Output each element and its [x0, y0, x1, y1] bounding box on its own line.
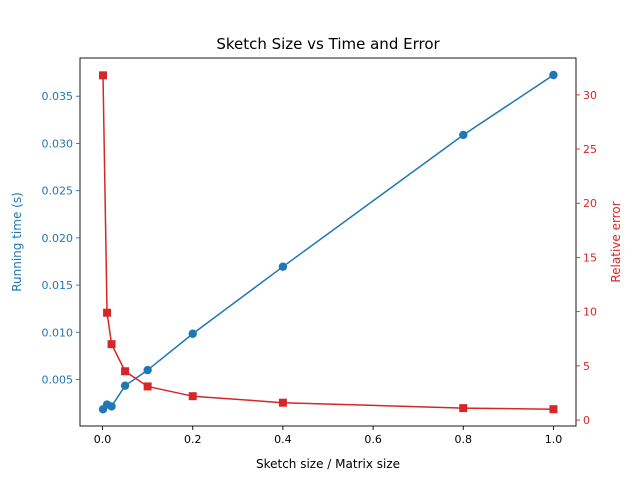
data-point-right	[188, 392, 197, 401]
x-axis-label: Sketch size / Matrix size	[256, 457, 400, 471]
data-point-right	[143, 382, 152, 391]
right-tick-label: 30	[583, 89, 597, 102]
left-tick-label: 0.025	[42, 185, 74, 198]
left-tick-label: 0.035	[42, 90, 74, 103]
left-tick-label: 0.015	[42, 279, 74, 292]
data-point-left	[188, 329, 197, 338]
data-point-right	[459, 404, 468, 413]
x-tick-label: 0.2	[184, 433, 202, 446]
data-point-right	[278, 398, 287, 407]
left-tick-label: 0.020	[42, 232, 74, 245]
right-tick-label: 5	[583, 360, 590, 373]
x-tick-label: 1.0	[545, 433, 563, 446]
right-tick-label: 0	[583, 414, 590, 427]
data-point-right	[549, 405, 558, 414]
left-axis-label: Running time (s)	[10, 192, 24, 292]
data-point-right	[107, 340, 116, 349]
data-point-right	[121, 367, 130, 376]
right-tick-label: 10	[583, 306, 597, 319]
x-tick-label: 0.6	[364, 433, 382, 446]
x-tick-label: 0.0	[94, 433, 112, 446]
data-point-left	[120, 381, 130, 390]
right-tick-label: 25	[583, 143, 597, 156]
data-point-left	[549, 70, 558, 80]
data-point-left	[107, 402, 116, 411]
left-tick-label: 0.005	[42, 374, 74, 387]
left-tick-label: 0.010	[42, 326, 74, 339]
plot-area: 0.0 0.2 0.4 0.6 0.8 1.0 0.005 0.010 0.015 0.020 0.…	[42, 57, 597, 446]
plot-frame	[79, 57, 577, 427]
right-tick-label: 20	[583, 197, 597, 210]
data-point-left	[143, 365, 152, 375]
data-point-left	[278, 262, 288, 271]
data-point-left	[459, 130, 468, 140]
right-tick-label: 15	[583, 251, 597, 264]
data-point-right	[98, 71, 107, 80]
left-tick-label: 0.030	[42, 137, 74, 150]
x-tick-label: 0.4	[274, 433, 292, 446]
right-axis-label: Relative error	[609, 201, 623, 282]
data-point-right	[103, 308, 112, 317]
x-tick-label: 0.8	[455, 433, 473, 446]
chart-title: Sketch Size vs Time and Error	[216, 35, 440, 53]
